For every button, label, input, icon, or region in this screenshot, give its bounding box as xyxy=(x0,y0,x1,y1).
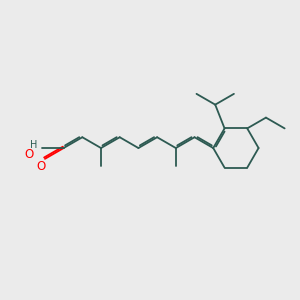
Text: O: O xyxy=(36,160,46,173)
Text: H: H xyxy=(30,140,37,150)
Text: O: O xyxy=(25,148,34,161)
